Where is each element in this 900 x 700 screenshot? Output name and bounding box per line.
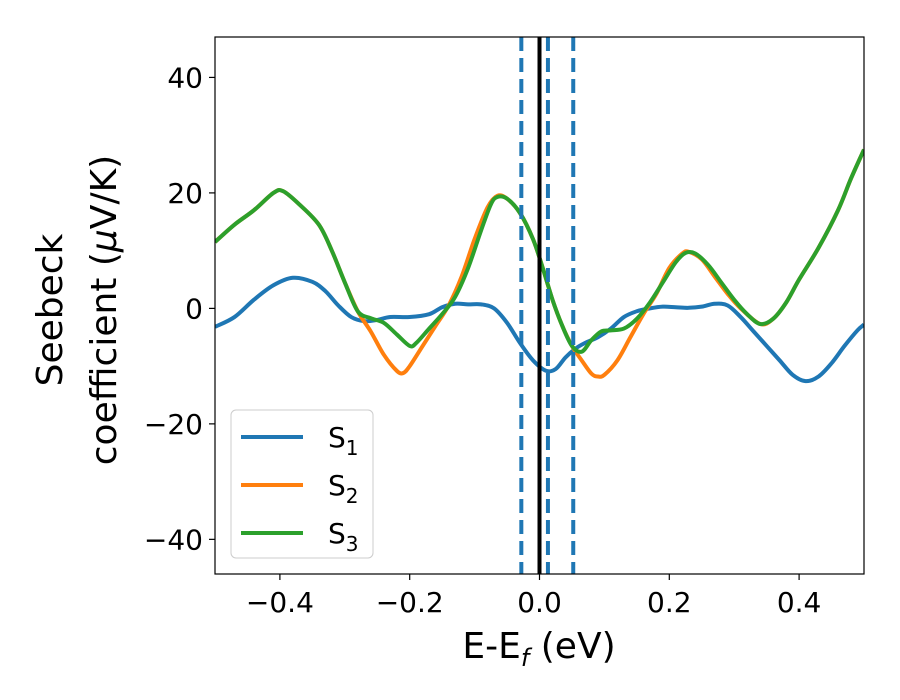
y-axis-title-line2: coefficient (μV/K): [84, 155, 125, 465]
x-tick-label: 0.0: [517, 586, 562, 619]
y-tick-label: 20: [167, 177, 203, 210]
vertical-lines: [519, 37, 576, 574]
x-axis-ticks: −0.4 −0.2 0.0 0.2 0.4: [246, 574, 821, 619]
series-group: [215, 148, 864, 384]
legend-label-s1: S1: [328, 421, 359, 460]
x-axis-title-unit: (eV): [529, 626, 615, 667]
y-axis-title: Seebeck coefficient (μV/K): [30, 155, 125, 465]
y-axis-title-mu: μ: [84, 229, 125, 253]
y-tick-label: −20: [144, 408, 203, 441]
x-axis-title: E-Ef (eV): [462, 626, 615, 672]
legend-label-s2: S2: [328, 469, 359, 508]
x-tick-label: 0.4: [777, 586, 822, 619]
y-tick-label: 40: [167, 61, 203, 94]
legend-label-s3: S3: [328, 517, 359, 556]
x-axis-title-main: E-E: [462, 626, 520, 667]
legend: S1 S2 S3: [230, 409, 374, 559]
y-tick-label: −40: [144, 523, 203, 556]
series-line-s1: [215, 275, 864, 384]
y-axis-title-unit: V/K): [84, 155, 125, 229]
y-axis-title-line2-text: coefficient (: [84, 252, 125, 465]
series-line-s3: [215, 148, 864, 354]
x-tick-label: −0.2: [376, 586, 444, 619]
y-axis-title-line1: Seebeck: [30, 233, 71, 386]
y-axis-ticks: 40 20 0 −20 −40: [144, 61, 215, 556]
x-tick-label: 0.2: [647, 586, 692, 619]
y-tick-label: 0: [185, 292, 203, 325]
plot-area: [215, 37, 864, 574]
x-tick-label: −0.4: [246, 586, 314, 619]
